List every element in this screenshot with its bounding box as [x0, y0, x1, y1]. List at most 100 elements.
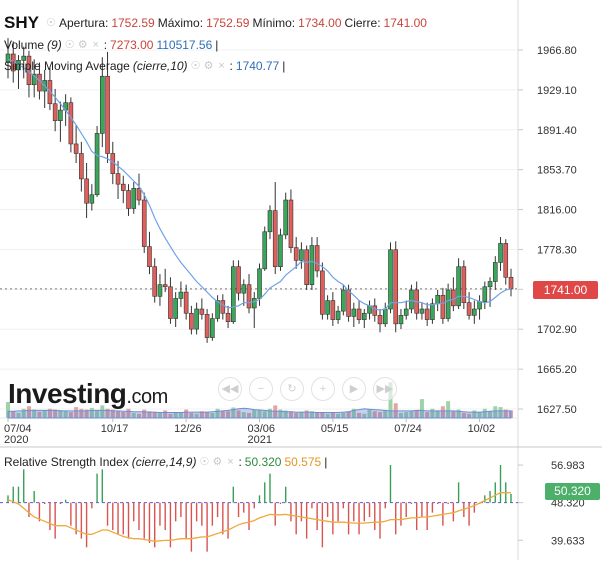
- y-tick-label: 1627.50: [537, 404, 577, 416]
- candle-body: [309, 245, 315, 285]
- volume-bar: [215, 408, 220, 418]
- rsi-signal-line: [7, 492, 512, 542]
- volume-bar: [299, 412, 304, 418]
- zoom-in-icon[interactable]: +: [311, 377, 335, 401]
- volume-bar: [409, 411, 414, 418]
- reset-icon[interactable]: ↻: [280, 377, 304, 401]
- x-tick-label: 05/15: [321, 423, 349, 435]
- eye-icon[interactable]: ☉: [64, 39, 75, 51]
- candle-body: [84, 178, 89, 204]
- settings-icon[interactable]: ⚙: [212, 456, 223, 468]
- candle-body: [52, 103, 58, 121]
- close-icon[interactable]: ×: [218, 60, 225, 72]
- symbol-label: SHY: [4, 13, 39, 32]
- candle-body: [120, 183, 126, 191]
- close-icon[interactable]: ×: [227, 456, 234, 468]
- volume-bar: [74, 407, 79, 418]
- candle-body: [73, 143, 79, 154]
- volume-bar: [184, 409, 189, 418]
- volume-bar: [32, 409, 37, 418]
- zoom-out-icon[interactable]: −: [249, 377, 273, 401]
- volume-bar: [11, 411, 16, 418]
- candle-body: [257, 268, 262, 299]
- volume-label: Volume: [4, 38, 45, 52]
- volume-bar: [178, 412, 183, 418]
- close-icon[interactable]: ×: [92, 39, 99, 51]
- candle-body: [393, 249, 399, 325]
- candle-body: [341, 289, 346, 312]
- open-value: 1752.59: [111, 16, 155, 30]
- volume-bar: [325, 413, 330, 418]
- candle-body: [435, 294, 440, 305]
- close-value: 1741.00: [383, 16, 427, 30]
- y-tick-label: 1891.40: [537, 125, 577, 137]
- current-rsi-tag: 50.320: [545, 483, 600, 500]
- candle-body: [451, 289, 456, 307]
- rewind-icon[interactable]: ◀◀: [218, 377, 242, 401]
- candle-body: [403, 308, 409, 316]
- x-tick-label: 07/04: [4, 423, 32, 435]
- y-tick-label: 1929.10: [537, 85, 577, 97]
- volume-bar: [226, 411, 231, 418]
- logo-text: Investing: [8, 378, 127, 409]
- volume-bar: [336, 413, 341, 418]
- candle-body: [79, 153, 84, 180]
- candle-body: [440, 294, 446, 319]
- volume-bar: [451, 411, 456, 418]
- x-tick-label: 03/06: [248, 423, 276, 435]
- y-tick-label: 1778.30: [537, 244, 577, 256]
- volume-bar: [95, 410, 100, 418]
- candle-body: [215, 300, 220, 319]
- eye-icon[interactable]: ☉: [199, 456, 210, 468]
- volume-bar: [121, 412, 126, 418]
- volume-bar: [378, 412, 383, 418]
- candle-body: [141, 199, 147, 247]
- candle-body: [162, 284, 168, 288]
- volume-bar: [37, 411, 42, 418]
- candle-body: [382, 308, 388, 325]
- volume-bar: [163, 410, 168, 418]
- rsi-signal-value: 50.575: [284, 455, 322, 469]
- candle-body: [152, 266, 158, 297]
- volume-bar: [456, 409, 461, 418]
- x-tick-label: 12/26: [174, 423, 202, 435]
- y-tick-label: 1966.80: [537, 45, 577, 57]
- forward-icon[interactable]: ▶▶: [373, 377, 397, 401]
- candle-body: [503, 243, 509, 278]
- sma-param: (cierre,10): [132, 59, 188, 73]
- candle-body: [430, 303, 435, 320]
- volume-bar: [89, 407, 94, 418]
- volume-bar: [6, 402, 10, 418]
- candle-body: [492, 262, 498, 282]
- settings-icon[interactable]: ⚙: [77, 39, 88, 51]
- candle-body: [299, 249, 304, 261]
- volume-bar: [105, 408, 110, 418]
- volume-bar: [341, 412, 346, 418]
- volume-bar: [493, 406, 498, 418]
- candle-body: [100, 75, 105, 134]
- candle-body: [47, 80, 53, 105]
- eye-icon[interactable]: ☉: [46, 17, 56, 29]
- candle-body: [398, 315, 404, 325]
- volume-bar: [425, 412, 430, 418]
- sma-label: Simple Moving Average: [4, 59, 130, 73]
- volume-bar: [315, 412, 320, 418]
- rsi-tick-label: 56.983: [551, 460, 585, 472]
- candle-body: [487, 281, 493, 288]
- rsi-tick-label: 39.633: [551, 535, 585, 547]
- rsi-tick-label: 48.320: [551, 498, 585, 510]
- candle-body: [288, 199, 294, 248]
- eye-icon[interactable]: ☉: [190, 60, 201, 72]
- volume-bar: [262, 411, 267, 418]
- settings-icon[interactable]: ⚙: [203, 60, 214, 72]
- ohlc-header: SHY ☉ Apertura: 1752.59 Máximo: 1752.59 …: [4, 14, 427, 32]
- play-icon[interactable]: ▶: [342, 377, 366, 401]
- volume-bar: [320, 412, 325, 418]
- candle-body: [262, 231, 268, 270]
- candle-body: [482, 286, 488, 302]
- volume-bar: [205, 412, 210, 418]
- volume-bar: [267, 408, 272, 418]
- candle-body: [424, 308, 430, 320]
